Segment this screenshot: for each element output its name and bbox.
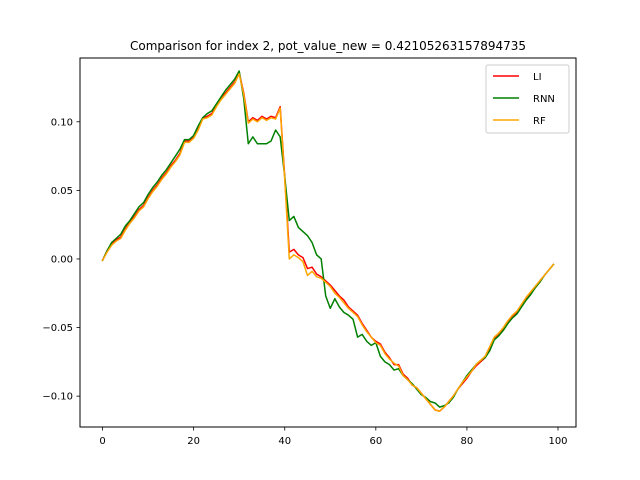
legend-label-rnn: RNN: [533, 94, 555, 105]
chart-title: Comparison for index 2, pot_value_new = …: [130, 39, 526, 53]
y-tick-label: 0.05: [51, 186, 73, 197]
x-tick-label: 0: [99, 436, 105, 447]
x-tick-label: 80: [461, 436, 474, 447]
series-line-rf: [101, 73, 555, 412]
legend-label-rf: RF: [533, 116, 546, 127]
x-tick-label: 40: [278, 436, 291, 447]
legend-box: [485, 64, 570, 134]
x-tick-label: 20: [187, 436, 200, 447]
x-axis: 0 20 40 60 80 100: [99, 427, 568, 447]
y-tick-label: 0.00: [51, 254, 73, 265]
y-tick-label: −0.05: [42, 323, 73, 334]
y-axis: −0.10 −0.05 0.00 0.05 0.10: [42, 117, 80, 403]
y-tick-label: −0.10: [42, 392, 73, 403]
legend: LI RNN RF: [485, 64, 570, 134]
x-tick-label: 100: [548, 436, 567, 447]
axes-frame: [79, 57, 577, 428]
series-line-li: [101, 71, 555, 412]
plot-area: 0 20 40 60 80 100 −0.10 −0.05 0.00 0.05 0.10: [42, 57, 577, 447]
legend-label-li: LI: [533, 72, 542, 83]
x-tick-label: 60: [369, 436, 382, 447]
series-layer: [101, 70, 555, 412]
y-tick-label: 0.10: [51, 117, 73, 128]
